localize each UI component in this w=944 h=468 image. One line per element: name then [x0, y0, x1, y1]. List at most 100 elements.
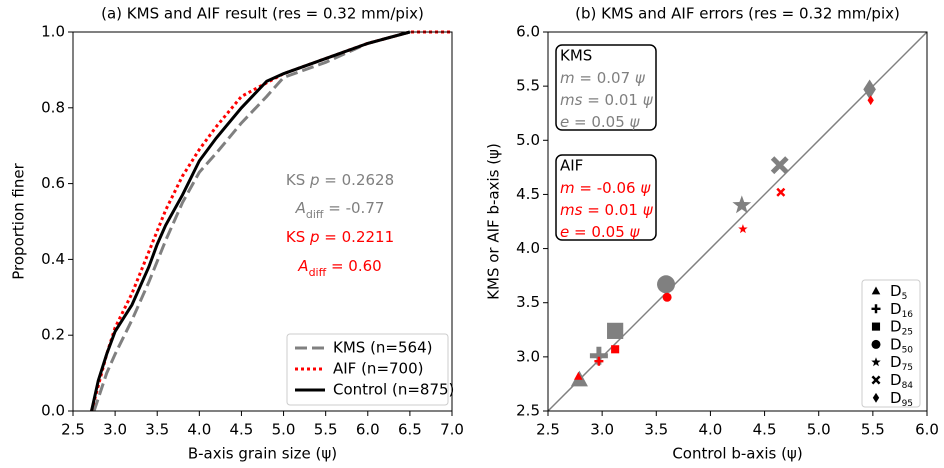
marker-legend-label: D16: [890, 299, 913, 319]
marker: [871, 286, 881, 295]
marker-legend-label: D5: [890, 282, 907, 302]
text-part: ψ: [640, 179, 651, 197]
y-tick-label: 0.4: [41, 250, 65, 268]
marker: [871, 375, 881, 385]
text-part: A: [295, 199, 306, 217]
marker: [607, 322, 624, 339]
text-part: D: [890, 335, 902, 353]
y-tick-label: 4.5: [516, 185, 540, 203]
marker: [770, 156, 789, 175]
chart-title: (b) KMS and AIF errors (res = 0.32 mm/pi…: [575, 5, 900, 23]
x-tick-label: 7.0: [440, 421, 464, 439]
text-part: ψ: [643, 91, 654, 109]
text-part: 84: [902, 381, 914, 391]
plot-frame: [547, 31, 928, 412]
annotation: KS p = 0.2211: [286, 228, 394, 246]
text-part: 75: [902, 363, 913, 373]
y-tick-label: 2.5: [516, 402, 540, 420]
marker: [871, 339, 881, 349]
y-axis-label: KMS or AIF b-axis (ψ): [485, 143, 503, 300]
text-part: 95: [902, 398, 913, 408]
stats-line: ms = 0.01 ψ: [560, 91, 654, 109]
x-axis-label: B-axis grain size (ψ): [188, 445, 337, 463]
marker: [662, 292, 672, 302]
text-part: = 0.05: [569, 223, 629, 241]
text-part: D: [890, 317, 902, 335]
y-tick-label: 0.2: [41, 326, 65, 344]
text-part: diff: [306, 208, 324, 221]
x-tick-label: 5.0: [272, 421, 296, 439]
x-tick-label: 5.5: [861, 421, 885, 439]
text-part: D: [890, 353, 902, 371]
text-part: = 0.01: [582, 201, 642, 219]
text-part: = 0.2628: [320, 171, 395, 189]
y-tick-label: 0.0: [41, 402, 65, 420]
y-tick-label: 6.0: [516, 23, 540, 41]
marker-legend-label: D84: [890, 371, 913, 391]
stats-title: AIF: [560, 157, 583, 175]
legend-box: [286, 333, 449, 406]
plot-frame: [72, 31, 453, 412]
annotation: Adiff = -0.77: [295, 199, 385, 221]
text-part: = 0.05: [569, 113, 629, 131]
annotation: Adiff = 0.60: [297, 257, 381, 279]
x-axis-label: Control b-axis (ψ): [672, 445, 802, 463]
y-tick-label: 0.8: [41, 98, 65, 116]
text-part: e: [560, 113, 569, 131]
marker-legend-label: D25: [890, 317, 913, 337]
x-tick-label: 2.5: [61, 421, 85, 439]
text-part: ms: [560, 91, 583, 109]
marker: [871, 304, 881, 314]
text-part: D: [890, 299, 902, 317]
text-part: p: [309, 171, 320, 189]
text-part: p: [309, 228, 320, 246]
text-part: diff: [309, 266, 327, 279]
text-part: D: [890, 371, 902, 389]
text-part: D: [890, 388, 902, 406]
marker-legend-label: D95: [890, 388, 913, 408]
y-tick-label: 0.6: [41, 174, 65, 192]
x-tick-label: 6.0: [356, 421, 380, 439]
text-part: 5: [902, 292, 908, 302]
y-tick-label: 5.0: [516, 131, 540, 149]
text-part: ψ: [643, 201, 654, 219]
annotation-bg: [282, 168, 398, 191]
marker: [574, 371, 583, 380]
text-part: ms: [560, 201, 583, 219]
annotation: KS p = 0.2628: [286, 171, 394, 189]
data-line: [92, 30, 411, 412]
x-tick-label: 4.5: [230, 421, 254, 439]
x-tick-label: 3.5: [145, 421, 169, 439]
text-part: ψ: [630, 223, 641, 241]
x-tick-label: 4.5: [753, 421, 777, 439]
annotation-bg: [294, 254, 385, 281]
y-axis-label: Proportion finer: [10, 162, 28, 279]
x-tick-label: 3.0: [103, 421, 127, 439]
y-tick-label: 4.0: [516, 239, 540, 257]
stats-box: [555, 154, 657, 241]
text-part: D: [890, 282, 902, 300]
text-part: = -0.77: [323, 199, 384, 217]
x-tick-label: 6.0: [915, 421, 939, 439]
marker: [872, 392, 880, 403]
marker: [732, 195, 752, 214]
annotation-bg: [291, 196, 388, 223]
x-tick-label: 5.5: [314, 421, 338, 439]
x-tick-label: 4.0: [187, 421, 211, 439]
stats-box: [555, 44, 657, 131]
text-part: = 0.01: [582, 91, 642, 109]
data-line: [90, 30, 411, 412]
text-part: 50: [902, 345, 914, 355]
x-tick-label: 3.5: [644, 421, 668, 439]
x-tick-label: 3.0: [590, 421, 614, 439]
y-tick-label: 3.0: [516, 347, 540, 365]
marker: [863, 79, 876, 100]
text-part: m: [560, 179, 575, 197]
text-part: KS: [286, 171, 310, 189]
x-tick-label: 4.0: [698, 421, 722, 439]
marker: [871, 357, 881, 367]
stats-line: e = 0.05 ψ: [560, 223, 641, 241]
text-part: ψ: [630, 113, 641, 131]
chart-title: (a) KMS and AIF result (res = 0.32 mm/pi…: [101, 5, 424, 23]
marker-legend-label: D75: [890, 353, 913, 373]
